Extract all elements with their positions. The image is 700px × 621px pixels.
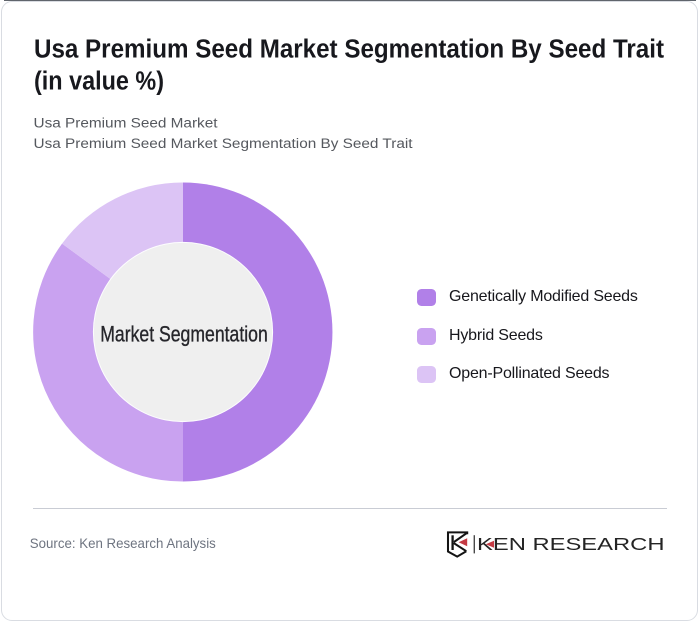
svg-text:KEN RESEARCH: KEN RESEARCH [477,534,665,554]
svg-text:Usa Premium Seed Market: Usa Premium Seed Market [34,115,218,131]
svg-text:Source: Ken Research Analysis: Source: Ken Research Analysis [30,536,216,551]
svg-text:Market Segmentation: Market Segmentation [100,321,268,346]
svg-text:Usa Premium Seed Market Segmen: Usa Premium Seed Market Segmentation By … [34,34,664,64]
svg-text:(in value %): (in value %) [34,65,164,95]
svg-text:Usa Premium Seed Market Segmen: Usa Premium Seed Market Segmentation By … [34,136,413,152]
